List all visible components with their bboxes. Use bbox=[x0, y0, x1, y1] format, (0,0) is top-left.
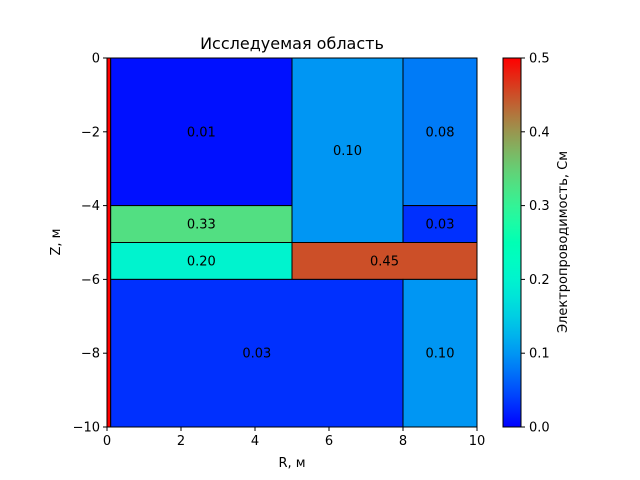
region-value-label: 0.03 bbox=[426, 218, 455, 233]
region-value-label: 0.01 bbox=[187, 125, 216, 140]
region-value-label: 0.33 bbox=[187, 218, 216, 233]
y-tick-label: −6 bbox=[81, 273, 100, 288]
x-tick-label: 10 bbox=[469, 434, 486, 449]
region-value-label: 0.10 bbox=[333, 144, 362, 159]
colorbar-tick-label: 0.5 bbox=[529, 52, 550, 67]
axes-frame bbox=[106, 57, 478, 428]
region-value-label: 0.45 bbox=[370, 254, 399, 269]
colorbar-tick-label: 0.2 bbox=[529, 273, 550, 288]
y-tick-label: −4 bbox=[81, 199, 100, 214]
chart-title: Исследуемая область bbox=[200, 34, 384, 53]
x-tick-label: 2 bbox=[177, 434, 185, 449]
region-cell bbox=[110, 57, 293, 207]
colorbar-tick-label: 0.0 bbox=[529, 421, 550, 436]
region-value-label: 0.03 bbox=[242, 347, 271, 362]
x-axis: 0 2 4 6 8 10 bbox=[103, 427, 485, 449]
region-cell bbox=[110, 278, 404, 428]
y-tick-label: 0 bbox=[92, 52, 100, 67]
x-tick-label: 0 bbox=[103, 434, 111, 449]
region-value-label: 0.20 bbox=[187, 254, 216, 269]
region-value-label: 0.10 bbox=[426, 347, 455, 362]
colorbar-tick-label: 0.4 bbox=[529, 125, 550, 140]
colorbar bbox=[502, 57, 522, 428]
region-labels: 0.01 0.10 0.08 0.33 0.03 0.20 0.45 0.03 0.10 bbox=[187, 125, 455, 361]
region-value-label: 0.08 bbox=[426, 125, 455, 140]
x-tick-label: 8 bbox=[399, 434, 407, 449]
y-axis-label: Z, м bbox=[49, 229, 64, 256]
y-axis: 0 −2 −4 −6 −8 −10 bbox=[73, 52, 107, 436]
region-cell bbox=[110, 242, 293, 280]
region-cell bbox=[106, 57, 112, 428]
colorbar-label: Электропроводимость, См bbox=[556, 151, 571, 333]
x-tick-label: 4 bbox=[251, 434, 259, 449]
region-cell bbox=[291, 57, 404, 243]
x-axis-label: R, м bbox=[278, 456, 305, 471]
colorbar-axis: 0.0 0.1 0.2 0.3 0.4 0.5 bbox=[521, 52, 550, 436]
y-tick-label: −2 bbox=[81, 125, 100, 140]
colorbar-tick-label: 0.1 bbox=[529, 347, 550, 362]
y-tick-label: −10 bbox=[73, 421, 100, 436]
y-tick-label: −8 bbox=[81, 347, 100, 362]
x-tick-label: 6 bbox=[325, 434, 333, 449]
colorbar-tick-label: 0.3 bbox=[529, 199, 550, 214]
plot-regions bbox=[106, 57, 478, 428]
region-cell bbox=[110, 205, 293, 244]
